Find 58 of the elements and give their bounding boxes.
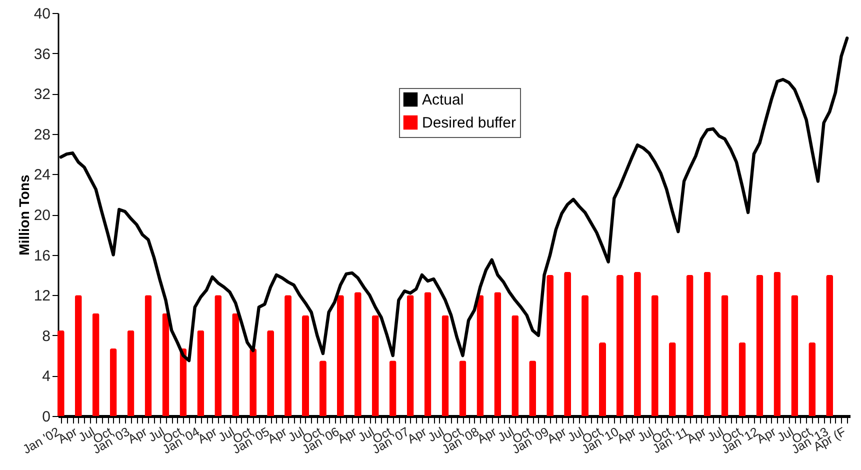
bar (651, 295, 658, 416)
bar (686, 274, 694, 416)
y-tick-label: 40 (34, 6, 50, 22)
bar (476, 295, 484, 416)
y-tick-label: 20 (34, 207, 50, 224)
bar (110, 348, 117, 416)
bar (756, 274, 764, 416)
bar (336, 295, 344, 416)
bar (512, 315, 519, 416)
bar (406, 295, 414, 416)
bar (354, 292, 362, 416)
bar (127, 330, 134, 416)
y-tick-label: 0 (42, 408, 50, 426)
bar (92, 313, 100, 416)
y-tick-label: 4 (42, 368, 50, 386)
bar (57, 330, 64, 416)
bar (791, 295, 798, 416)
bar (389, 360, 396, 416)
bar (372, 315, 379, 416)
y-tick-label: 36 (34, 46, 50, 63)
bar (616, 274, 624, 416)
bar (826, 274, 834, 416)
bar (284, 295, 292, 416)
bar (721, 295, 728, 416)
bar (459, 360, 466, 416)
bar (302, 315, 309, 416)
bar (424, 292, 432, 416)
bar (582, 295, 589, 416)
bar (162, 313, 170, 416)
bar (808, 342, 816, 416)
bar (546, 274, 554, 416)
bar (232, 313, 240, 416)
legend-label: Desired buffer (422, 114, 516, 132)
bar (564, 272, 572, 416)
bar (442, 315, 449, 416)
y-tick-label: 16 (34, 247, 50, 264)
bar (704, 272, 711, 416)
y-tick-label: 12 (34, 288, 50, 305)
bar (319, 360, 326, 416)
y-tick-label: 8 (42, 328, 50, 345)
bar (214, 295, 222, 416)
bar (774, 272, 781, 416)
legend-label: Actual (422, 92, 464, 108)
y-tick-label: 24 (34, 166, 50, 184)
bar (197, 330, 204, 416)
y-tick-label: 32 (34, 86, 50, 104)
bar (494, 292, 502, 416)
bar (144, 295, 152, 416)
bar (250, 348, 257, 416)
bar (599, 342, 606, 416)
y-tick-label: 28 (34, 126, 50, 144)
bar (74, 295, 82, 416)
bar (668, 342, 676, 416)
bar (738, 342, 746, 416)
bar (529, 360, 536, 416)
bar (634, 272, 641, 416)
bar (267, 330, 274, 416)
y-axis-title: Million Tons (16, 174, 32, 256)
